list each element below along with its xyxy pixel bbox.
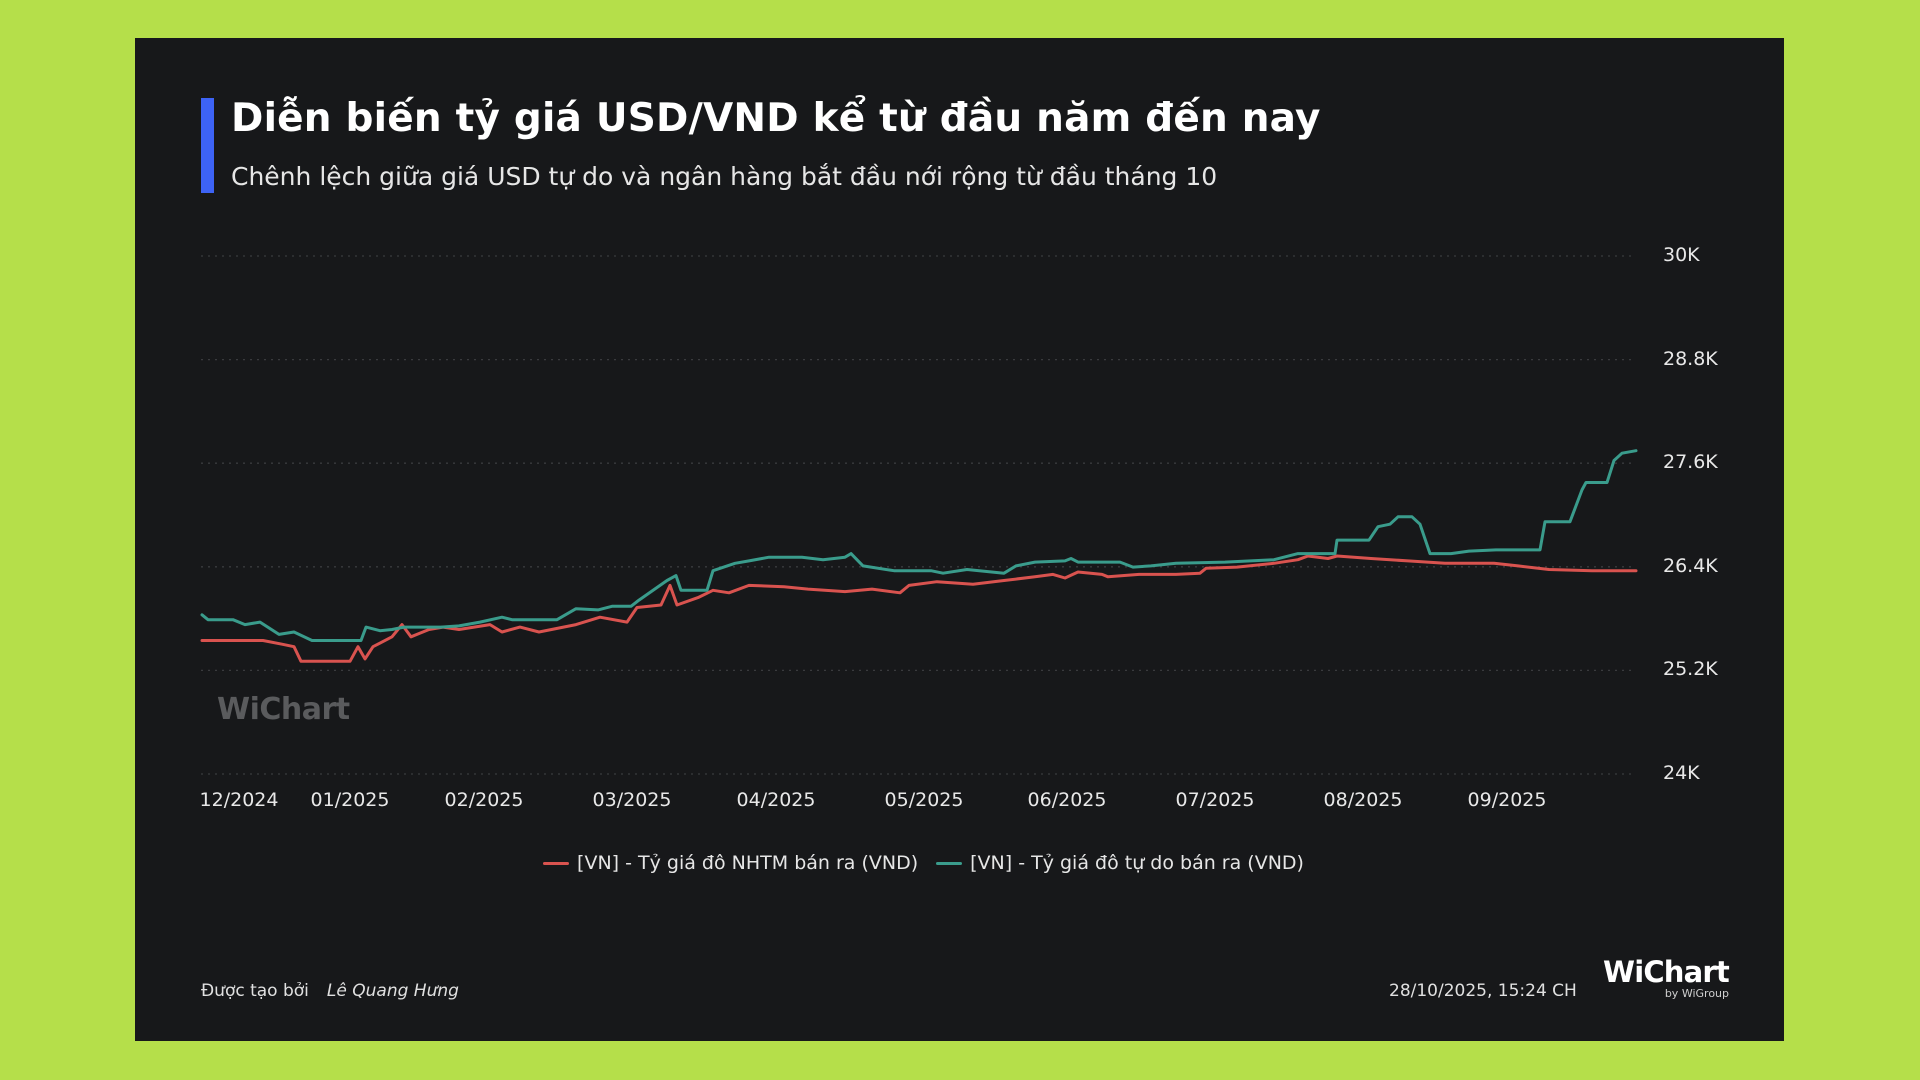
x-tick-label: 05/2025: [884, 789, 964, 811]
legend-swatch-red-icon: [543, 861, 570, 865]
footer-timestamp: 28/10/2025, 15:24 CH: [1389, 981, 1577, 1001]
legend-item-free-market-rate[interactable]: [VN] - Tỷ giá đô tự do bán ra (VND): [936, 852, 1304, 874]
x-tick-label: 01/2025: [310, 789, 390, 811]
brand-sub: by WiGroup: [1664, 987, 1729, 1000]
footer-credit: Được tạo bởi Lê Quang Hưng: [201, 981, 459, 1001]
legend-swatch-teal-icon: [936, 861, 963, 865]
legend-item-bank-rate[interactable]: [VN] - Tỷ giá đô NHTM bán ra (VND): [543, 852, 918, 874]
author-name: Lê Quang Hưng: [326, 981, 459, 1001]
series-line-free-market-rate[interactable]: [200, 449, 1638, 642]
x-tick-label: 07/2025: [1175, 789, 1255, 811]
x-tick-label: 02/2025: [444, 789, 524, 811]
brand-name: WiChart: [1603, 955, 1730, 989]
x-tick-label: 06/2025: [1027, 789, 1107, 811]
legend-label: [VN] - Tỷ giá đô NHTM bán ra (VND): [577, 852, 919, 874]
chart-title: Diễn biến tỷ giá USD/VND kể từ đầu năm đ…: [231, 96, 1321, 141]
legend: [VN] - Tỷ giá đô NHTM bán ra (VND) [VN] …: [99, 852, 1748, 874]
series-line-bank-rate[interactable]: [200, 554, 1638, 663]
y-tick-label: 28.8K: [1663, 347, 1718, 370]
y-tick-label: 27.6K: [1663, 451, 1718, 474]
x-tick-label: 08/2025: [1323, 789, 1403, 811]
chart-card: Diễn biến tỷ giá USD/VND kể từ đầu năm đ…: [135, 38, 1784, 1041]
x-tick-label: 03/2025: [592, 789, 672, 811]
chart-subtitle: Chênh lệch giữa giá USD tự do và ngân hà…: [231, 162, 1218, 191]
legend-label: [VN] - Tỷ giá đô tự do bán ra (VND): [970, 852, 1304, 874]
y-tick-label: 26.4K: [1663, 554, 1718, 577]
created-by-label: Được tạo bởi: [201, 981, 309, 1001]
x-tick-label: 09/2025: [1467, 789, 1547, 811]
x-tick-label: 12/2024: [199, 789, 279, 811]
wichart-watermark: WiChart: [217, 692, 350, 727]
wichart-logo[interactable]: WiChart by WiGroup: [1603, 955, 1730, 1000]
y-tick-label: 25.2K: [1663, 658, 1718, 681]
y-tick-label: 24K: [1663, 762, 1700, 784]
x-tick-label: 04/2025: [736, 789, 816, 811]
title-accent-bar: [201, 98, 214, 193]
y-tick-label: 30K: [1663, 244, 1700, 266]
